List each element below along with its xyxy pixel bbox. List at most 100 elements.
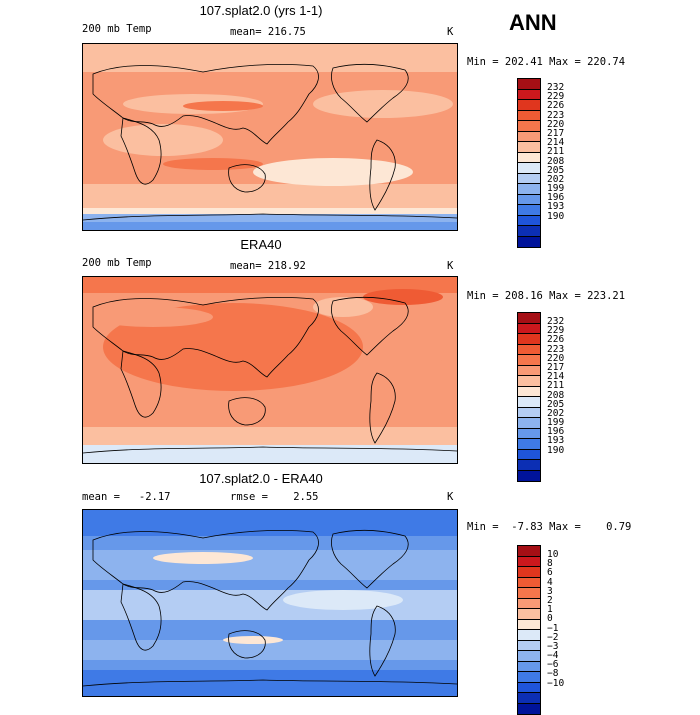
colorbar-cell <box>518 470 540 481</box>
colorbar-level-label: 214 <box>547 371 565 383</box>
colorbar-cell <box>518 184 540 195</box>
map-band <box>83 184 457 208</box>
colorbar-level-label: −4 <box>547 650 559 662</box>
coastline <box>92 296 319 378</box>
panel-2-title: ERA40 <box>240 237 282 252</box>
colorbar-level-label: 1 <box>547 604 553 616</box>
coastline <box>331 63 409 123</box>
coastline <box>83 446 457 454</box>
colorbar-level-label: 217 <box>547 127 565 139</box>
colorbar-cell <box>518 163 540 174</box>
colorbar-level-label: 202 <box>547 407 565 419</box>
colorbar-level-label: 8 <box>547 558 553 570</box>
colorbar-level-label: 211 <box>547 380 565 392</box>
coastline <box>83 213 457 221</box>
panel-2-minmax: Min = 208.16 Max = 223.21 <box>467 290 626 302</box>
colorbar-cell <box>518 407 540 418</box>
map-band <box>83 427 457 445</box>
coastline <box>331 529 409 589</box>
colorbar-cell <box>518 661 540 672</box>
colorbar-level-label: 190 <box>547 210 565 222</box>
map-band <box>83 670 457 696</box>
map-blob <box>363 289 443 305</box>
colorbar-level-label: 196 <box>547 192 565 204</box>
map-blob <box>383 357 457 417</box>
panel-1-map <box>82 43 458 231</box>
colorbar-cell <box>518 313 540 324</box>
colorbar-level-label: −2 <box>547 631 559 643</box>
colorbar-cell <box>518 672 540 683</box>
colorbar-level-label: 229 <box>547 91 565 103</box>
colorbar-cell <box>518 397 540 408</box>
colorbar-cell <box>518 365 540 376</box>
panel-3-minmax: Min = -7.83 Max = 0.79 <box>467 521 632 533</box>
panel-1-colorbar-labels: 232 229 226 223 220 217 214 211 208 205 202 199 196 1… <box>547 83 564 221</box>
colorbar-level-label: 226 <box>547 100 565 112</box>
colorbar-cell <box>518 386 540 397</box>
coastline <box>228 397 266 426</box>
panel-3-units: K <box>447 491 454 503</box>
colorbar-level-label: 232 <box>547 82 565 93</box>
colorbar-level-label: 223 <box>547 343 565 355</box>
colorbar-level-label: 211 <box>547 146 565 158</box>
colorbar-cell <box>518 100 540 111</box>
panel-2-colorbar <box>517 312 541 482</box>
panel-1-minmax: Min = 202.41 Max = 220.74 <box>467 56 626 68</box>
map-band <box>83 550 457 580</box>
colorbar-cell <box>518 449 540 460</box>
colorbar-level-label: 193 <box>547 435 565 447</box>
colorbar-cell <box>518 588 540 599</box>
panel-1-left-label: 200 mb Temp <box>82 23 152 35</box>
panel-1-colorbar <box>517 78 541 248</box>
colorbar-cell <box>518 152 540 163</box>
colorbar-cell <box>518 703 540 714</box>
colorbar-cell <box>518 418 540 429</box>
coastline <box>120 117 162 185</box>
map-band <box>83 44 457 72</box>
map-blob <box>183 101 263 111</box>
panel-3-center-label: rmse = 2.55 <box>230 491 319 503</box>
map-blob <box>103 124 223 156</box>
map-blob <box>313 297 373 317</box>
map-band <box>83 208 457 214</box>
colorbar-cell <box>518 598 540 609</box>
colorbar-cell <box>518 546 540 557</box>
colorbar-level-label: 205 <box>547 164 565 176</box>
panel-3-title: 107.splat2.0 - ERA40 <box>199 471 323 486</box>
coastline <box>83 679 457 687</box>
colorbar-cell <box>518 355 540 366</box>
colorbar-cell <box>518 682 540 693</box>
colorbar-level-label: 10 <box>547 549 559 560</box>
colorbar-cell <box>518 640 540 651</box>
colorbar-cell <box>518 89 540 100</box>
colorbar-cell <box>518 142 540 153</box>
coastline <box>120 583 162 651</box>
map-blob <box>313 90 453 118</box>
colorbar-cell <box>518 226 540 237</box>
colorbar-level-label: 196 <box>547 426 565 438</box>
colorbar-cell <box>518 121 540 132</box>
panel-1-center-label: mean= 216.75 <box>230 26 306 38</box>
panel-3-colorbar-labels: 10 8 6 4 3 2 1 0 −1 −2 −3 −4 −6 −8 −10 <box>547 550 564 688</box>
colorbar-level-label: 190 <box>547 444 565 456</box>
panel-2-map-svg <box>83 277 457 463</box>
colorbar-level-label: 223 <box>547 109 565 121</box>
colorbar-level-label: 199 <box>547 183 565 195</box>
colorbar-level-label: 199 <box>547 417 565 429</box>
coastline <box>369 139 396 211</box>
colorbar-cell <box>518 334 540 345</box>
colorbar-level-label: −1 <box>547 622 559 634</box>
map-blob <box>163 158 263 170</box>
season-label: ANN <box>509 10 557 35</box>
colorbar-cell <box>518 428 540 439</box>
map-band <box>83 277 457 293</box>
panel-1-units: K <box>447 26 454 38</box>
colorbar-level-label: 205 <box>547 398 565 410</box>
panel-3-map <box>82 509 458 697</box>
colorbar-cell <box>518 323 540 334</box>
colorbar-cell <box>518 194 540 205</box>
colorbar-level-label: −3 <box>547 640 559 652</box>
panel-3-left-label: mean = -2.17 <box>82 491 171 503</box>
colorbar-cell <box>518 344 540 355</box>
colorbar-cell <box>518 131 540 142</box>
